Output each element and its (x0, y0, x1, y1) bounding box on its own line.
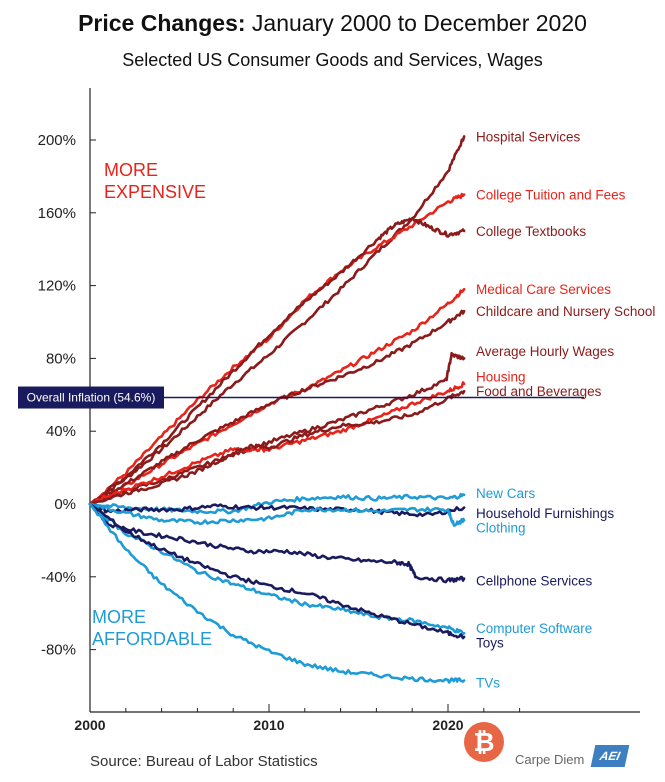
series-line-household-furnishings (88, 502, 466, 518)
series-line-food-and-beverages (88, 389, 466, 506)
x-tick-label: 2010 (253, 717, 284, 733)
series-label-medical-care-services: Medical Care Services (476, 282, 611, 297)
series-label-college-tuition-and-fees: College Tuition and Fees (476, 188, 626, 203)
y-tick-label: 40% (46, 423, 76, 440)
series-label-housing: Housing (476, 370, 526, 385)
series-line-toys (88, 502, 466, 640)
series-label-toys: Toys (476, 635, 504, 650)
y-tick-label: 120% (38, 278, 76, 295)
series-line-clothing (88, 502, 466, 527)
series-line-tvs (88, 502, 466, 684)
y-tick-label: -40% (41, 569, 76, 586)
series-line-college-textbooks (88, 217, 466, 506)
y-tick-label: -80% (41, 642, 76, 659)
series-label-hospital-services: Hospital Services (476, 129, 581, 144)
aei-logo: AEI (590, 745, 630, 767)
chart-subtitle: Selected US Consumer Goods and Services,… (122, 50, 543, 70)
y-tick-label: 160% (38, 205, 76, 222)
inflation-label: Overall Inflation (54.6%) (27, 391, 156, 405)
y-tick-label: 80% (46, 350, 76, 367)
inflation-label-box (18, 386, 164, 409)
source-note: Source: Bureau of Labor Statistics (90, 753, 318, 770)
series-label-food-and-beverages: Food and Beverages (476, 384, 602, 399)
series-label-tvs: TVs (476, 675, 500, 690)
series-label-average-hourly-wages: Average Hourly Wages (476, 344, 614, 359)
series-line-cellphone-services (88, 502, 466, 584)
series-label-college-textbooks: College Textbooks (476, 224, 586, 239)
title-lead: Price Changes: (78, 10, 246, 36)
series-label-clothing: Clothing (476, 521, 526, 536)
bitcoin-icon: ₿ (464, 722, 504, 762)
x-tick-label: 2000 (74, 717, 105, 733)
series-line-housing (88, 381, 466, 506)
annotation-more-expensive: MORE (104, 160, 158, 180)
series-line-average-hourly-wages (88, 351, 466, 506)
x-tick-label: 2020 (432, 717, 463, 733)
series-label-childcare-and-nursery-school: Childcare and Nursery School (476, 304, 655, 319)
annotation-more-affordable: MORE (92, 607, 146, 627)
annotation-more-expensive: EXPENSIVE (104, 182, 206, 202)
chart-title: Price Changes: January 2000 to December … (0, 10, 665, 37)
series-label-new-cars: New Cars (476, 486, 536, 501)
y-tick-label: 0% (54, 496, 76, 513)
y-tick-label: 200% (38, 132, 76, 149)
annotation-more-affordable: AFFORDABLE (92, 629, 212, 649)
series-label-computer-software: Computer Software (476, 621, 592, 636)
brand-name: Carpe Diem (515, 752, 585, 767)
series-line-childcare-and-nursery-school (88, 309, 466, 506)
series-label-cellphone-services: Cellphone Services (476, 573, 593, 588)
title-rest: January 2000 to December 2020 (251, 10, 587, 36)
series-label-household-furnishings: Household Furnishings (476, 506, 614, 521)
